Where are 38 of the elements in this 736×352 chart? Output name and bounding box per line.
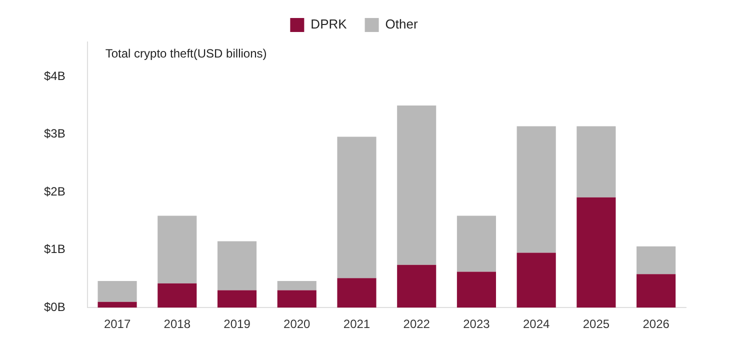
y-tick-label: $2B	[44, 184, 66, 198]
bar	[98, 302, 137, 308]
legend-label: DPRK	[310, 16, 348, 32]
bar	[98, 281, 137, 302]
bar	[158, 216, 197, 284]
legend-label: Other	[385, 16, 418, 32]
bar	[277, 281, 316, 290]
x-tick-label: 2020	[284, 317, 311, 332]
y-tick-label: $3B	[44, 126, 66, 141]
bar	[456, 216, 496, 272]
bar	[217, 290, 257, 308]
x-tick-label: 2025	[582, 317, 610, 332]
bar	[217, 241, 257, 290]
bar	[397, 106, 436, 265]
bar	[337, 278, 376, 308]
y-tick-label: $4B	[44, 68, 66, 83]
bar	[277, 290, 316, 308]
y-axis-title: Total crypto theft(USD billions)	[105, 46, 267, 60]
bar	[158, 283, 197, 308]
y-tick-label: $0B	[44, 300, 66, 314]
x-tick-label: 2026	[642, 317, 670, 332]
bar	[516, 126, 556, 253]
bar	[576, 126, 616, 198]
x-tick-label: 2017	[104, 317, 131, 332]
bar	[397, 264, 436, 308]
bar	[636, 274, 676, 308]
x-tick-label: 2022	[403, 317, 430, 332]
bar	[516, 252, 556, 308]
x-tick-label: 2018	[164, 317, 191, 332]
x-tick-label: 2023	[463, 317, 490, 332]
bar	[337, 136, 376, 278]
x-tick-label: 2019	[224, 317, 251, 332]
y-tick-label: $1B	[44, 242, 66, 256]
bar	[636, 246, 676, 274]
bar	[456, 272, 496, 308]
bar	[576, 197, 616, 308]
x-tick-label: 2024	[522, 317, 550, 332]
x-tick-label: 2021	[343, 317, 370, 332]
